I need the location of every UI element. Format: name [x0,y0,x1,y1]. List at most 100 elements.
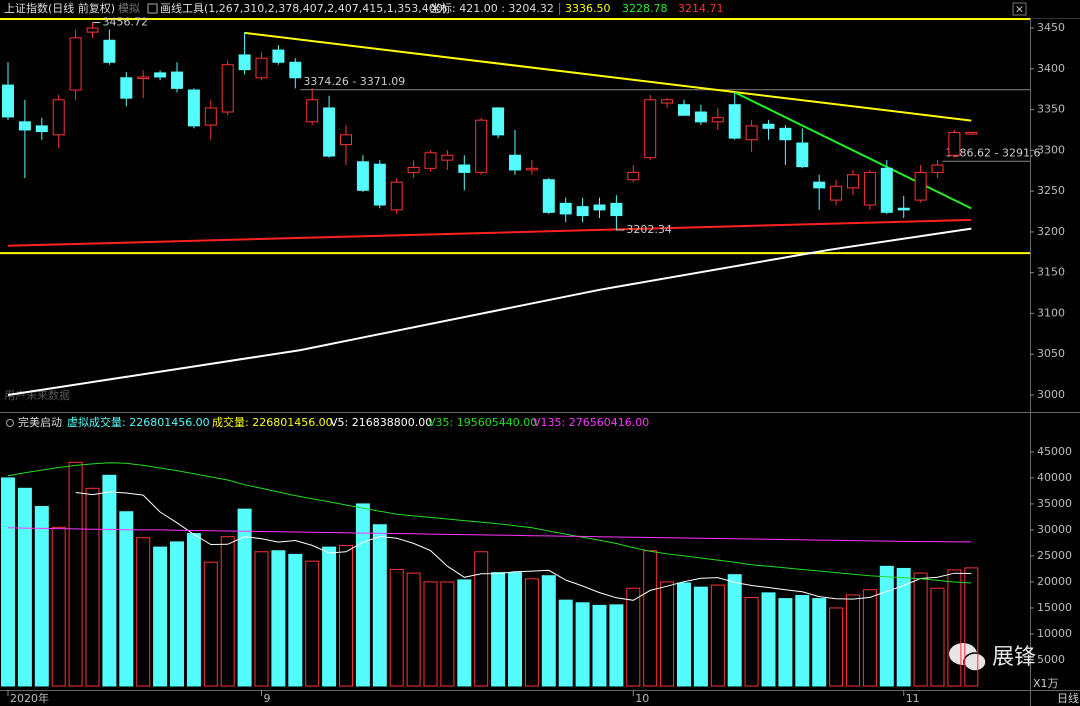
volume-bar [524,578,539,687]
x-tick-label: 10 [635,692,649,705]
candle-body [289,61,302,79]
volume-bar [541,575,556,687]
candle-body [711,117,724,123]
x-tick-label: 9 [264,692,271,705]
volume-bar [660,581,675,687]
candle-body [661,99,674,104]
close-button[interactable] [1012,2,1027,16]
candle-body [880,167,893,213]
volume-bar [1,477,15,687]
legend-entry: V35: 195605440.00 [428,416,537,429]
coord-label: 坐标: 421.00 : 3204.32 [430,1,554,15]
trend-line [7,227,972,396]
candle-body [610,202,623,217]
candle-body [2,84,14,118]
watermark-text: 展锋 [992,645,1036,670]
candle-body [154,72,167,78]
trend-line [734,91,972,210]
volume-bar [85,487,100,687]
candle-body [18,121,31,131]
chart-title: 上证指数(日线 前复权) [4,1,115,15]
candle-body [52,99,65,136]
volume-bar [389,568,404,687]
candle-body [458,164,471,173]
legend-entry: V5: 216838800.00 [330,416,432,429]
volume-bar [51,526,66,687]
indicator-icon [6,419,14,427]
candle-body [847,174,859,189]
candle-body [407,166,420,173]
candle-body [103,39,116,63]
candle-body [187,89,200,127]
volume-bar [34,506,49,687]
volume-bar [136,537,151,687]
y-tick-label: 10000 [1037,627,1072,640]
candle-body [204,107,217,126]
candle-body [390,181,403,211]
candle-body [897,207,910,211]
volume-bar [896,567,911,687]
candle-body [272,49,285,63]
volume-bar [592,604,607,687]
trend-line [244,31,972,122]
candle-body [948,131,961,156]
volume-bar [829,607,844,687]
volume-bar [744,597,759,687]
volume-ma [75,491,972,601]
candle-body [492,107,505,136]
volume-ma [7,462,972,584]
y-tick-label: 3100 [1037,306,1065,319]
candle-body [356,161,369,191]
volume-bar [879,565,894,687]
volume-bar [153,546,168,687]
candle-body [542,179,555,213]
volume-bar [339,545,353,687]
y-tick-label: 25000 [1037,549,1072,562]
note: 用户未来数据 [4,388,70,402]
candle-body [644,99,657,159]
volume-bar [474,551,489,687]
volume-bar [355,503,370,687]
close-icon[interactable]: × [1015,3,1024,16]
volume-bar [727,574,742,687]
y-tick-label: 40000 [1037,471,1072,484]
candle-body [255,57,268,79]
volume-bar [203,561,218,687]
volume-bar [17,487,32,687]
candle-body [576,206,589,217]
volume-bar [626,587,641,687]
extreme-label: 3456.72 [103,16,149,29]
candle-body [745,125,758,141]
legend-entry: V135: 276560416.00 [533,416,649,429]
candle-body [559,202,572,215]
volume-bar [457,579,472,687]
candle-body [137,76,150,80]
y-tick-label: 3300 [1037,143,1065,156]
candle-body [965,131,978,135]
volume-bar [406,572,421,687]
volume-bar [423,581,438,687]
candle-body [931,164,944,173]
candle-body [340,134,352,146]
candle-body [86,27,99,33]
candle-body [171,71,183,89]
candle-body [120,77,133,99]
y-tick-label: 20000 [1037,575,1072,588]
trend-line [7,218,972,247]
volume-bar [609,604,624,687]
volume-bar [271,550,286,687]
tool-icon[interactable] [147,3,158,14]
x-tick-label: 11 [906,692,920,705]
volume-bar [795,594,810,687]
candle-body [509,154,521,171]
volume-bar [558,599,573,687]
y-tick-label: 3150 [1037,266,1065,279]
line-value: 3228.78 [622,2,668,15]
volume-bar [508,572,522,687]
volume-bar [68,461,83,687]
volume-bar [643,550,658,687]
volume-bar [119,511,134,687]
candle-body [424,152,437,169]
y-tick-label: 15000 [1037,601,1072,614]
